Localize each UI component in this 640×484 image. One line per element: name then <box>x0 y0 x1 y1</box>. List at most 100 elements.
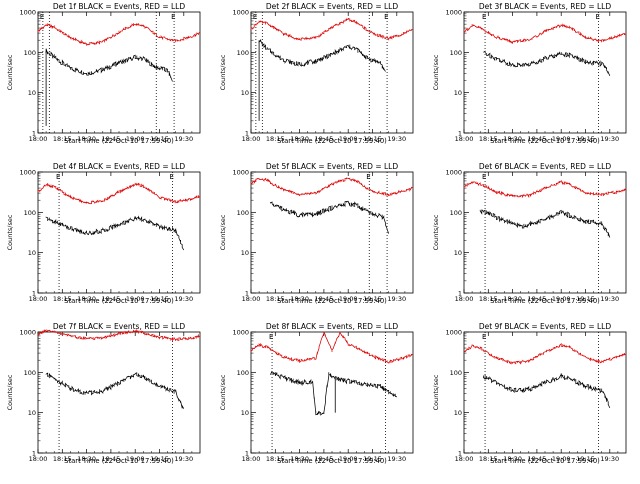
x-tick-label: 18:00 <box>242 135 261 143</box>
events-series-line <box>479 209 611 238</box>
lld-series-line <box>463 23 627 45</box>
events-series-line <box>45 48 173 82</box>
marker-label: E <box>482 13 486 21</box>
y-tick-label: 10 <box>241 409 249 417</box>
x-tick-label: 18:15 <box>266 455 285 463</box>
x-tick-label: 18:15 <box>266 135 285 143</box>
x-tick-label: 19:30 <box>600 135 619 143</box>
y-tick-label: 10 <box>28 249 36 257</box>
x-tick-label: 19:30 <box>600 295 619 303</box>
events-series-line <box>258 38 386 72</box>
detector-panel: Det 2f BLACK = Events, RED = LLD 1 10 100 10… <box>213 0 426 164</box>
events-series-line <box>45 215 185 251</box>
marker-label: E <box>40 13 44 21</box>
x-tick-label: 19:00 <box>339 295 358 303</box>
y-axis-label: Counts/sec <box>6 214 14 250</box>
marker-label: E <box>366 173 370 181</box>
x-axis-label: Start Time (22-Oct-10 17:59:40) <box>64 457 174 465</box>
x-tick-label: 19:30 <box>600 455 619 463</box>
x-tick-label: 19:15 <box>576 455 595 463</box>
marker-label: E <box>482 333 486 341</box>
x-tick-label: 18:15 <box>53 295 72 303</box>
x-tick-label: 18:45 <box>315 295 334 303</box>
detector-chart: Det 6f BLACK = Events, RED = LLD 1 10 100 10… <box>432 162 627 305</box>
x-tick-label: 18:45 <box>102 295 121 303</box>
x-tick-label: 18:00 <box>29 135 48 143</box>
detector-panel: Det 8f BLACK = Events, RED = LLD 1 10 100 10… <box>213 320 426 484</box>
marker-label: E <box>595 13 599 21</box>
x-tick-label: 19:15 <box>576 295 595 303</box>
y-axis-label: Counts/sec <box>432 54 440 90</box>
x-tick-label: 19:00 <box>126 135 145 143</box>
y-tick-label: 1000 <box>19 9 36 17</box>
x-tick-label: 18:30 <box>77 295 96 303</box>
marker-label: E <box>171 13 175 21</box>
y-axis-label: Counts/sec <box>6 54 14 90</box>
y-tick-label: 1 <box>245 130 249 138</box>
y-tick-label: 100 <box>237 49 249 57</box>
x-tick-label: 18:30 <box>290 135 309 143</box>
y-axis-label: Counts/sec <box>6 374 14 410</box>
detector-chart: Det 2f BLACK = Events, RED = LLD 1 10 100 10… <box>219 2 414 145</box>
x-tick-label: 18:15 <box>479 455 498 463</box>
detector-panel: Det 6f BLACK = Events, RED = LLD 1 10 100 10… <box>426 160 639 324</box>
detector-chart: Det 9f BLACK = Events, RED = LLD 1 10 100 10… <box>432 322 627 465</box>
x-tick-label: 18:00 <box>242 295 261 303</box>
x-tick-label: 18:00 <box>455 135 474 143</box>
detector-chart: Det 7f BLACK = Events, RED = LLD 1 10 100 10… <box>6 322 201 465</box>
events-series-line <box>45 372 185 409</box>
y-tick-label: 1000 <box>445 169 462 177</box>
y-tick-label: 100 <box>450 209 462 217</box>
chart-title: Det 7f BLACK = Events, RED = LLD <box>53 322 186 331</box>
lld-series-line <box>250 331 414 364</box>
x-tick-label: 18:30 <box>290 455 309 463</box>
x-tick-label: 19:15 <box>150 135 169 143</box>
events-series-line <box>270 200 390 234</box>
x-tick-label: 19:00 <box>126 455 145 463</box>
x-tick-label: 18:45 <box>102 455 121 463</box>
y-tick-label: 1 <box>458 130 462 138</box>
chart-title: Det 1f BLACK = Events, RED = LLD <box>53 2 186 11</box>
detector-panel: Det 5f BLACK = Events, RED = LLD 1 10 100 10… <box>213 160 426 324</box>
plot-frame <box>37 11 201 134</box>
x-tick-label: 19:30 <box>174 135 193 143</box>
y-tick-label: 1 <box>245 290 249 298</box>
x-tick-label: 19:15 <box>150 455 169 463</box>
x-tick-label: 19:00 <box>126 295 145 303</box>
chart-title: Det 8f BLACK = Events, RED = LLD <box>266 322 399 331</box>
x-tick-label: 18:30 <box>77 135 96 143</box>
y-axis-label: Counts/sec <box>432 374 440 410</box>
lld-series-line <box>37 23 201 46</box>
y-tick-label: 100 <box>450 49 462 57</box>
lld-series-line <box>463 179 627 199</box>
detector-chart: Det 5f BLACK = Events, RED = LLD 1 10 100 10… <box>219 162 414 305</box>
y-tick-label: 1000 <box>232 9 249 17</box>
x-tick-label: 19:00 <box>552 295 571 303</box>
y-tick-label: 100 <box>237 209 249 217</box>
plot-frame <box>250 11 414 134</box>
detector-chart: Det 3f BLACK = Events, RED = LLD 1 10 100 10… <box>432 2 627 145</box>
y-tick-label: 1000 <box>232 169 249 177</box>
x-tick-label: 19:30 <box>174 295 193 303</box>
x-axis-label: Start Time (22-Oct-10 17:59:40) <box>490 297 600 305</box>
events-series-line <box>483 50 611 76</box>
x-tick-label: 19:30 <box>387 295 406 303</box>
chart-title: Det 9f BLACK = Events, RED = LLD <box>479 322 612 331</box>
chart-title: Det 2f BLACK = Events, RED = LLD <box>266 2 399 11</box>
chart-title: Det 5f BLACK = Events, RED = LLD <box>266 162 399 171</box>
lld-series-line <box>37 182 201 205</box>
x-tick-label: 18:30 <box>77 455 96 463</box>
marker-label: E <box>253 13 257 21</box>
y-tick-label: 1 <box>32 290 36 298</box>
y-tick-label: 1000 <box>445 329 462 337</box>
y-tick-label: 100 <box>237 369 249 377</box>
y-tick-label: 1000 <box>19 329 36 337</box>
detector-chart: Det 1f BLACK = Events, RED = LLD 1 10 100 10… <box>6 2 201 145</box>
y-tick-label: 100 <box>24 49 36 57</box>
x-tick-label: 18:15 <box>479 135 498 143</box>
y-tick-label: 1000 <box>19 169 36 177</box>
events-series-line <box>483 372 611 409</box>
plot-frame <box>463 331 627 454</box>
plot-frame <box>463 171 627 294</box>
x-tick-label: 19:30 <box>387 135 406 143</box>
